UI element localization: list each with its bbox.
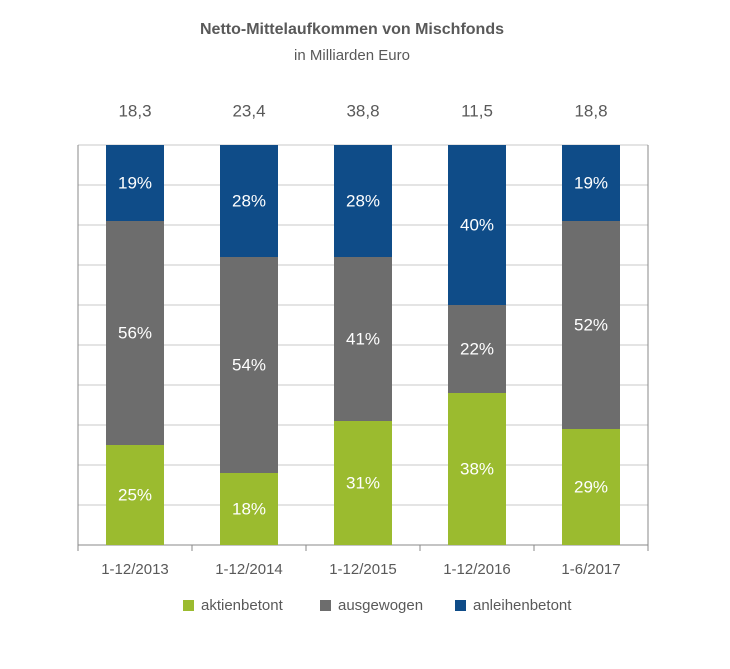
data-label: 28%	[232, 191, 266, 210]
x-tick-label: 1-6/2017	[561, 561, 620, 578]
bar-segment	[562, 145, 620, 221]
bar-segment	[220, 473, 278, 545]
legend-swatch	[320, 600, 331, 611]
data-label: 22%	[460, 339, 494, 358]
data-label: 41%	[346, 329, 380, 348]
data-label: 56%	[118, 323, 152, 342]
bar-segment	[448, 305, 506, 393]
legend-label: aktienbetont	[201, 597, 284, 614]
data-label: 54%	[232, 355, 266, 374]
x-tick-label: 1-12/2016	[443, 561, 511, 578]
bar-segment	[562, 429, 620, 545]
total-label: 11,5	[461, 101, 493, 120]
bar-segment	[220, 257, 278, 473]
data-label: 19%	[118, 173, 152, 192]
data-label: 18%	[232, 499, 266, 518]
data-label: 19%	[574, 173, 608, 192]
total-label: 38,8	[346, 101, 379, 120]
total-label: 23,4	[232, 101, 265, 120]
chart-subtitle: in Milliarden Euro	[294, 47, 410, 64]
legend-label: ausgewogen	[338, 597, 423, 614]
bar-segment	[220, 145, 278, 257]
total-label: 18,3	[118, 101, 151, 120]
data-label: 38%	[460, 459, 494, 478]
bar-segment	[448, 393, 506, 545]
bar-segment	[334, 421, 392, 545]
bar-segment	[106, 445, 164, 545]
bar-segment	[334, 145, 392, 257]
data-label: 31%	[346, 473, 380, 492]
x-tick-label: 1-12/2013	[101, 561, 169, 578]
bar-segment	[562, 221, 620, 429]
legend-swatch	[455, 600, 466, 611]
data-label: 25%	[118, 485, 152, 504]
data-label: 28%	[346, 191, 380, 210]
chart-title: Netto-Mittelaufkommen von Mischfonds	[200, 21, 504, 38]
total-label: 18,8	[574, 101, 607, 120]
legend-label: anleihenbetont	[473, 597, 572, 614]
bar-segment	[106, 221, 164, 445]
data-label: 29%	[574, 477, 608, 496]
bar-segment	[106, 145, 164, 221]
x-tick-label: 1-12/2015	[329, 561, 397, 578]
bar-segment	[448, 145, 506, 305]
x-tick-label: 1-12/2014	[215, 561, 283, 578]
data-label: 52%	[574, 315, 608, 334]
legend-swatch	[183, 600, 194, 611]
data-label: 40%	[460, 215, 494, 234]
bar-segment	[334, 257, 392, 421]
